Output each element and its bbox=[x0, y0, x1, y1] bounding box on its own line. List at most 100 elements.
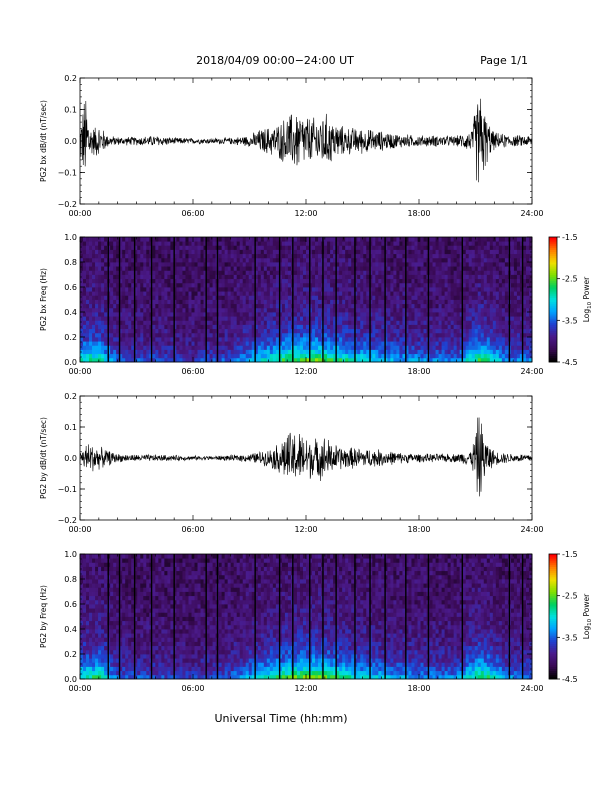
heatmap-cell bbox=[251, 353, 256, 359]
heatmap-cell bbox=[140, 328, 144, 334]
heatmap-cell bbox=[191, 266, 195, 271]
heatmap-cell bbox=[354, 357, 358, 363]
heatmap-cell bbox=[245, 332, 250, 338]
heatmap-cell bbox=[402, 237, 406, 242]
heatmap-cell bbox=[453, 257, 458, 263]
heatmap-cell bbox=[104, 237, 108, 242]
heatmap-cell bbox=[125, 278, 129, 284]
heatmap-cell bbox=[116, 328, 120, 334]
heatmap-cell bbox=[423, 299, 427, 305]
heatmap-cell bbox=[242, 303, 247, 309]
heatmap-cell bbox=[122, 266, 126, 271]
heatmap-cell bbox=[471, 337, 476, 342]
heatmap-cell bbox=[513, 357, 518, 363]
heatmap-cell bbox=[248, 262, 253, 267]
heatmap-cell bbox=[80, 332, 84, 338]
heatmap-cell bbox=[429, 241, 433, 246]
heatmap-cell bbox=[372, 237, 376, 242]
heatmap-cell bbox=[173, 324, 177, 330]
heatmap-cell bbox=[474, 312, 479, 317]
heatmap-cell bbox=[399, 320, 403, 325]
heatmap-cell bbox=[354, 341, 358, 346]
heatmap-cell bbox=[161, 241, 165, 246]
heatmap-cell bbox=[155, 303, 159, 309]
heatmap-cell bbox=[390, 357, 394, 363]
heatmap-cell bbox=[116, 299, 120, 305]
heatmap-cell bbox=[510, 291, 515, 296]
heatmap-cell bbox=[92, 253, 96, 259]
heatmap-cell bbox=[462, 341, 467, 346]
heatmap-cell bbox=[161, 328, 165, 334]
heatmap-cell bbox=[312, 287, 316, 292]
heatmap-cell bbox=[366, 303, 370, 309]
heatmap-cell bbox=[384, 303, 388, 309]
heatmap-cell bbox=[167, 345, 171, 350]
heatmap-cell bbox=[293, 278, 298, 284]
heatmap-cell bbox=[143, 253, 147, 259]
heatmap-cell bbox=[468, 253, 473, 259]
heatmap-cell bbox=[146, 357, 150, 363]
heatmap-cell bbox=[224, 341, 229, 346]
heatmap-cell bbox=[203, 262, 207, 267]
heatmap-cell bbox=[480, 337, 485, 342]
heatmap-cell bbox=[137, 328, 141, 334]
heatmap-cell bbox=[200, 324, 204, 330]
heatmap-cell bbox=[272, 349, 277, 355]
heatmap-cell bbox=[480, 270, 485, 275]
heatmap-cell bbox=[200, 249, 204, 255]
heatmap-cell bbox=[483, 262, 488, 267]
heatmap-cell bbox=[318, 291, 322, 296]
heatmap-cell bbox=[128, 303, 132, 309]
heatmap-cell bbox=[200, 337, 204, 342]
heatmap-cell bbox=[119, 237, 123, 242]
heatmap-cell bbox=[393, 241, 397, 246]
heatmap-cell bbox=[492, 253, 497, 259]
heatmap-cell bbox=[287, 353, 292, 359]
heatmap-cell bbox=[158, 237, 162, 242]
y-tick-label: −0.2 bbox=[58, 516, 77, 525]
heatmap-cell bbox=[342, 266, 346, 271]
heatmap-cell bbox=[272, 328, 277, 334]
heatmap-cell bbox=[420, 287, 424, 292]
heatmap-cell bbox=[378, 345, 382, 350]
heatmap-cell bbox=[414, 253, 418, 259]
heatmap-cell bbox=[381, 245, 385, 250]
heatmap-cell bbox=[224, 295, 229, 300]
heatmap-cell bbox=[302, 332, 307, 338]
heatmap-cell bbox=[101, 253, 105, 259]
heatmap-cell bbox=[441, 253, 446, 259]
heatmap-cell bbox=[140, 295, 144, 300]
heatmap-cell bbox=[203, 345, 207, 350]
heatmap-cell bbox=[263, 262, 268, 267]
heatmap-cell bbox=[221, 337, 226, 342]
heatmap-cell bbox=[143, 249, 147, 255]
heatmap-cell bbox=[492, 328, 497, 334]
heatmap-cell bbox=[122, 295, 126, 300]
heatmap-cell bbox=[80, 253, 84, 259]
heatmap-cell bbox=[306, 253, 310, 259]
heatmap-cell bbox=[176, 328, 180, 334]
heatmap-cell bbox=[233, 237, 238, 242]
heatmap-cell bbox=[251, 287, 256, 292]
heatmap-cell bbox=[176, 324, 180, 330]
heatmap-cell bbox=[125, 328, 129, 334]
heatmap-cell bbox=[342, 282, 346, 288]
heatmap-cell bbox=[330, 295, 334, 300]
heatmap-cell bbox=[116, 353, 120, 359]
heatmap-cell bbox=[312, 282, 316, 288]
heatmap-cell bbox=[116, 345, 120, 350]
heatmap-cell bbox=[92, 307, 96, 313]
heatmap-cell bbox=[444, 316, 449, 321]
heatmap-cell bbox=[80, 674, 84, 680]
heatmap-cell bbox=[152, 245, 156, 250]
heatmap-cell bbox=[143, 324, 147, 330]
heatmap-cell bbox=[516, 324, 521, 330]
heatmap-cell bbox=[315, 332, 319, 338]
heatmap-cell bbox=[366, 249, 370, 255]
heatmap-cell bbox=[251, 241, 256, 246]
heatmap-cell bbox=[498, 307, 503, 313]
heatmap-cell bbox=[242, 353, 247, 359]
heatmap-cell bbox=[206, 241, 210, 246]
heatmap-cell bbox=[203, 353, 207, 359]
heatmap-cell bbox=[501, 237, 506, 242]
